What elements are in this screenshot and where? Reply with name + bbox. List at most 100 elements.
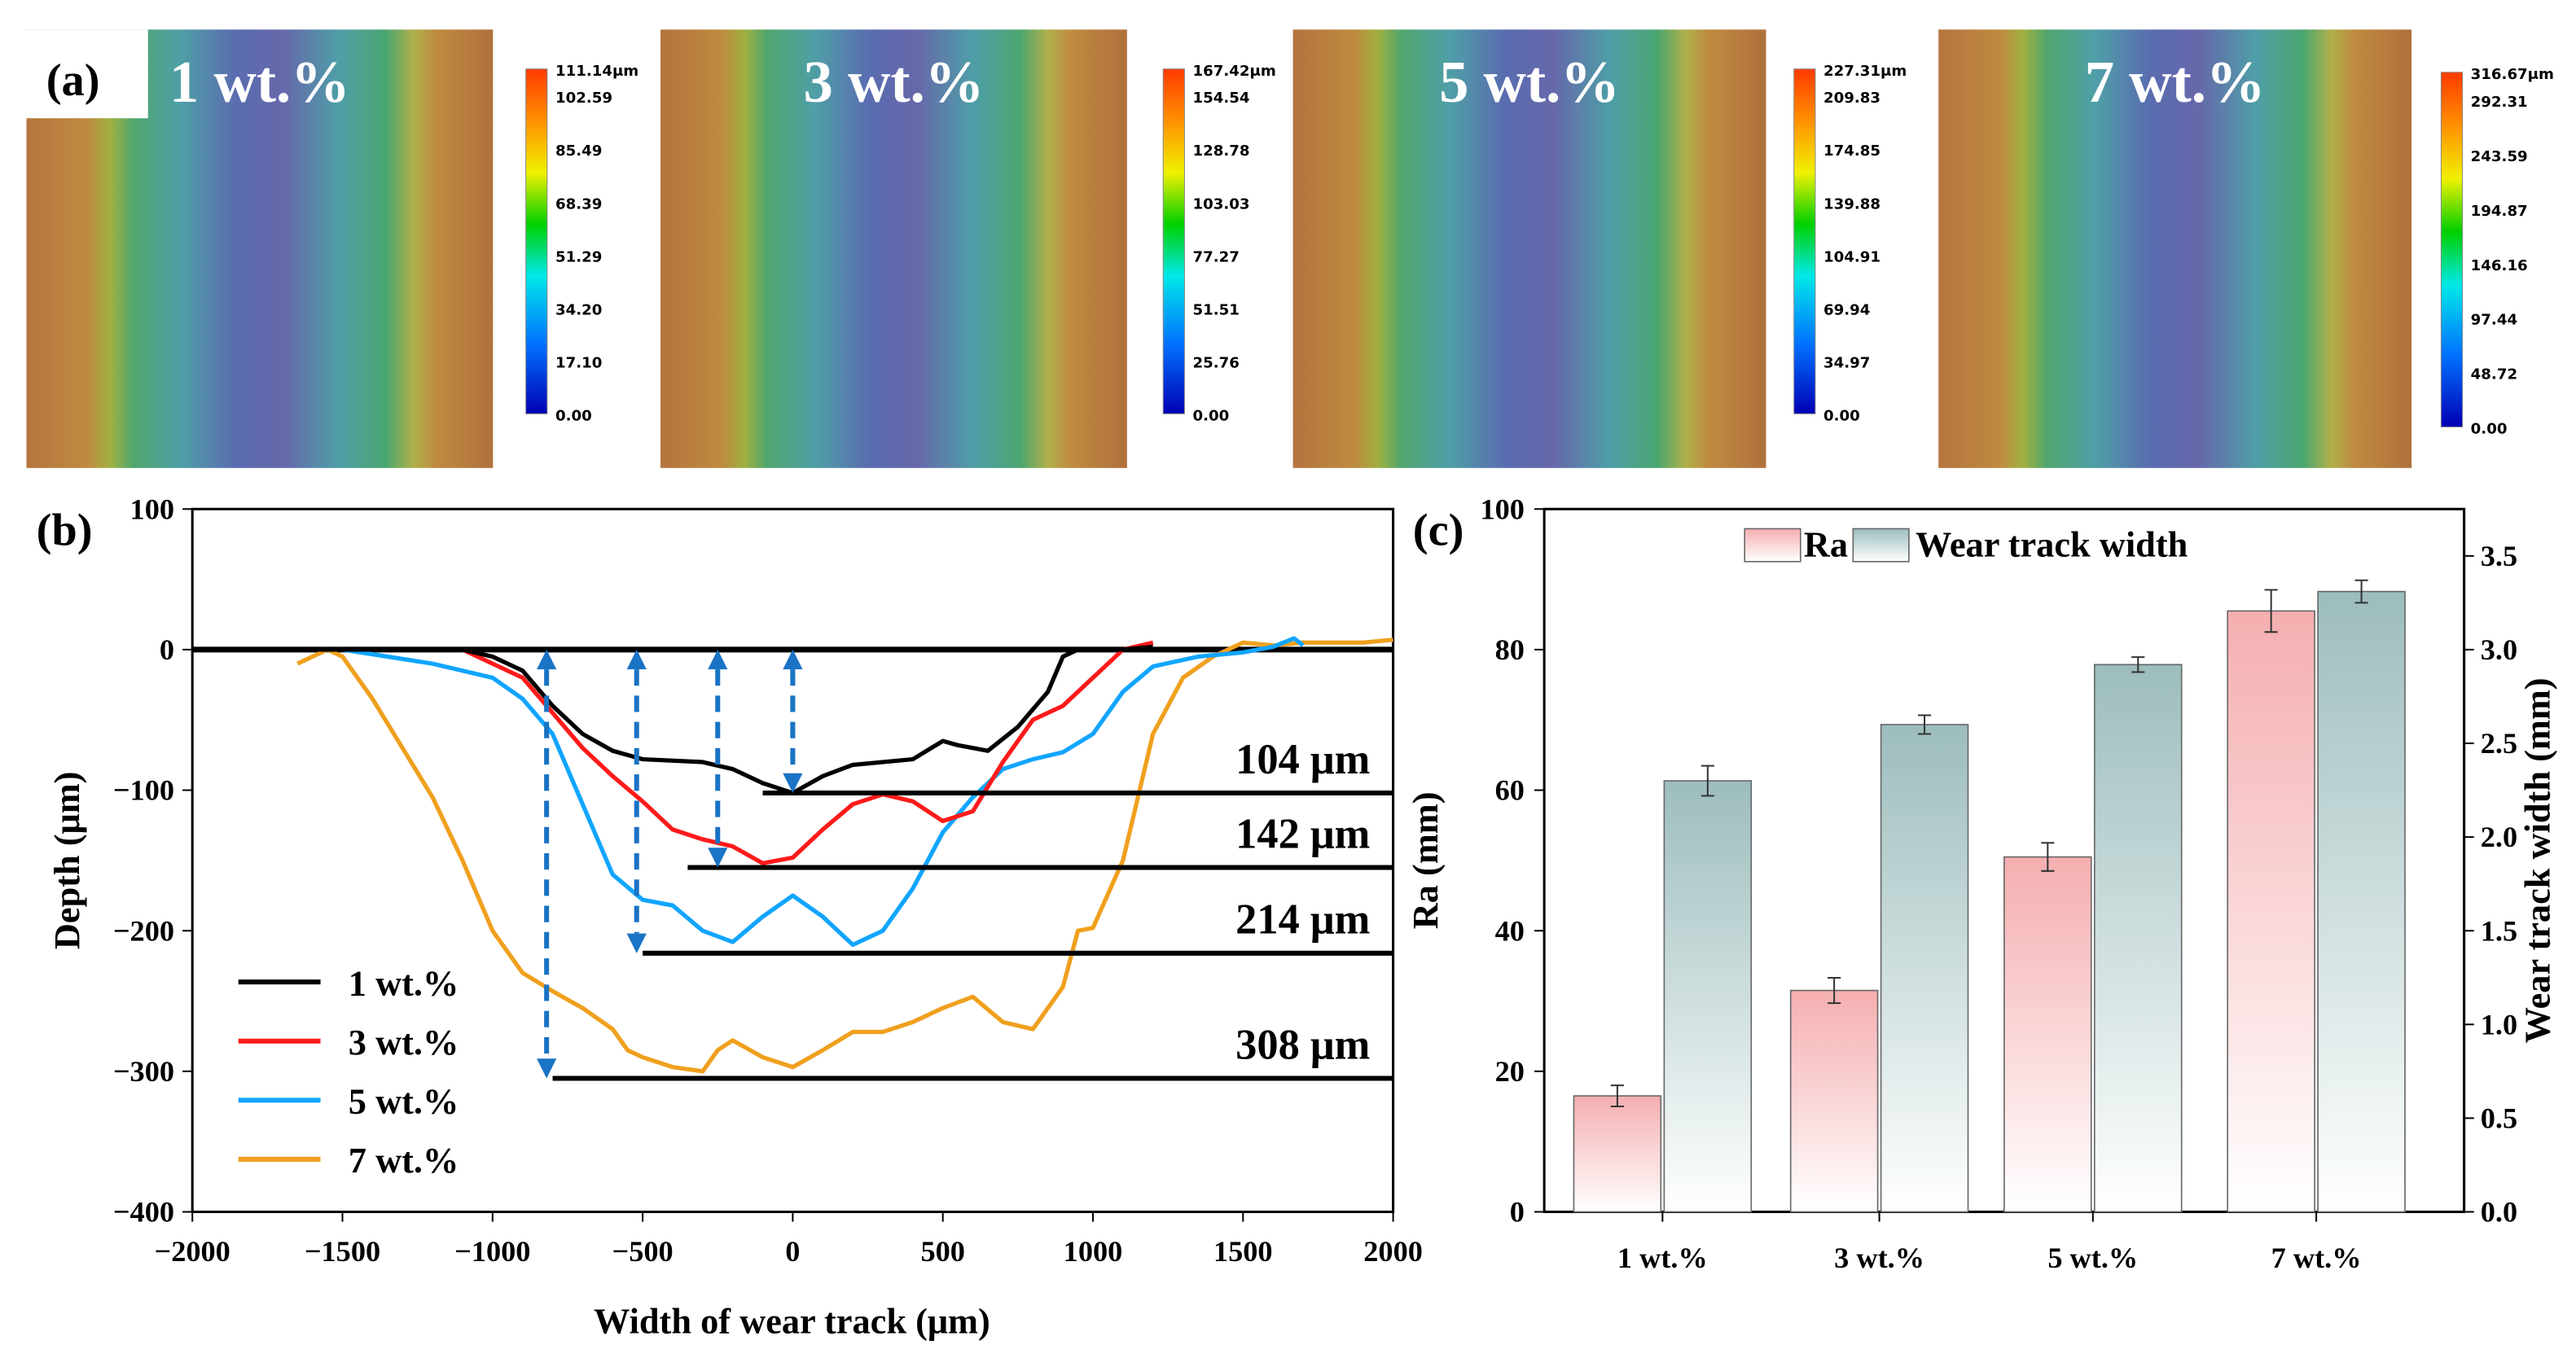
- legend-label: 7 wt.%: [349, 1140, 459, 1181]
- panel-c-bar-chart: 0 20 40 60 80 100 0.0 0.5 1.0 1.5 2.0 2.5 3.0 3.5 Ra (…: [1405, 493, 2557, 1274]
- y-axis-label: Ra (mm): [1405, 791, 1446, 929]
- y-tick-label: 40: [1495, 914, 1525, 947]
- y-tick-label: 60: [1495, 774, 1525, 807]
- colorbar-tick: 51.29: [555, 248, 602, 265]
- y2-tick-label: 0.0: [2481, 1196, 2517, 1229]
- height-map-image: [1292, 29, 1766, 468]
- colorbar-tick: 174.85: [1823, 142, 1880, 160]
- colorbar-tick: 85.49: [555, 142, 602, 160]
- x-tick-label: −1500: [305, 1235, 380, 1268]
- colorbar-tick: 0.00: [2471, 420, 2508, 437]
- error-bar: [2354, 579, 2368, 604]
- bar-wear-width: [1663, 780, 1753, 1213]
- colorbar-tick: 25.76: [1193, 354, 1240, 371]
- x-axis-label: Width of wear track (μm): [594, 1301, 990, 1342]
- y2-tick-label: 2.5: [2481, 727, 2517, 760]
- y-tick-label: 20: [1495, 1055, 1525, 1088]
- x-tick-label: 3 wt.%: [1834, 1242, 1924, 1274]
- x-tick-label: 1 wt.%: [1617, 1242, 1708, 1274]
- x-tick-label: 7 wt.%: [2271, 1242, 2362, 1274]
- y-tick-label: −100: [113, 774, 174, 807]
- x-tick-label: 500: [920, 1235, 964, 1268]
- depth-label: 104 μm: [1235, 736, 1370, 783]
- x-tick-label: −1000: [454, 1235, 530, 1268]
- colorbar-tick: 17.10: [555, 354, 602, 371]
- error-bar: [1828, 977, 1841, 1005]
- y-tick-label: −400: [113, 1196, 174, 1229]
- panel-label-a: (a): [46, 55, 100, 106]
- colorbar-tick: 209.83: [1823, 90, 1880, 107]
- colorbar-tick: 0.00: [555, 407, 592, 424]
- map-label: 7 wt.%: [2085, 49, 2266, 115]
- colorbar-tick: 243.59: [2471, 148, 2528, 165]
- x-tick-label: −2000: [155, 1235, 230, 1268]
- y-tick-label: 0: [1510, 1196, 1525, 1229]
- depth-label: 214 μm: [1235, 896, 1370, 944]
- legend-label-width: Wear track width: [1916, 524, 2188, 565]
- label-background: [26, 29, 148, 119]
- y2-tick-label: 1.5: [2481, 914, 2517, 947]
- bar-ra: [2003, 856, 2092, 1213]
- error-bar: [1610, 1084, 1624, 1108]
- y-tick-label: 100: [1480, 493, 1524, 525]
- map-label: 3 wt.%: [804, 49, 985, 115]
- colorbar-tick: 154.54: [1193, 90, 1250, 107]
- colorbar-tick: 146.16: [2471, 257, 2528, 274]
- colorbar-tick: 139.88: [1823, 195, 1880, 212]
- colorbar-tick: 68.39: [555, 195, 602, 212]
- colorbar-tick: 0.00: [1193, 407, 1230, 424]
- y2-tick-label: 1.0: [2481, 1008, 2517, 1040]
- colorbar-tick: 194.87: [2471, 203, 2528, 220]
- legend-label-ra: Ra: [1804, 524, 1848, 565]
- colorbar-tick: 102.59: [555, 90, 612, 107]
- series-line-5wt: [342, 636, 1305, 948]
- x-tick-label: 1000: [1064, 1235, 1123, 1268]
- series-line-1wt: [192, 644, 1153, 795]
- y-axis-label: Depth (μm): [46, 772, 87, 950]
- error-bar: [2041, 842, 2055, 872]
- panel-a-height-maps: 1 wt.% 111.14μm 102.59 85.49 68.39 51.29 34.20…: [26, 29, 2554, 468]
- bar-wear-width: [1880, 724, 1969, 1213]
- bar-ra: [2227, 610, 2315, 1213]
- colorbar-tick: 77.27: [1193, 248, 1240, 265]
- legend-label: 5 wt.%: [349, 1080, 459, 1121]
- colorbar: [2440, 72, 2464, 427]
- panel-label-c: (c): [1413, 506, 1464, 556]
- legend-swatch-width: [1852, 528, 1910, 563]
- y2-tick-label: 2.0: [2481, 821, 2517, 853]
- y-tick-label: 100: [130, 493, 174, 525]
- height-map-image: [1938, 29, 2412, 468]
- x-tick-label: −500: [612, 1235, 674, 1268]
- y-tick-label: 80: [1495, 633, 1525, 666]
- x-tick-label: 0: [785, 1235, 800, 1268]
- colorbar-tick: 103.03: [1193, 195, 1250, 212]
- colorbar-tick: 34.97: [1823, 354, 1870, 371]
- panel-label-b: (b): [37, 506, 93, 556]
- colorbar-tick: 292.31: [2471, 94, 2528, 111]
- y-tick-label: −200: [113, 914, 174, 947]
- panel-b-depth-profiles: −2000 −1500 −1000 −500 0 500 1000 1500 20001000−…: [46, 493, 1423, 1341]
- colorbar: [1793, 68, 1816, 414]
- legend-swatch-ra: [1744, 528, 1801, 563]
- colorbar-tick: 34.20: [555, 301, 602, 318]
- series-line-7wt: [296, 637, 1393, 1074]
- error-bar: [2264, 589, 2278, 633]
- colorbar-tick: 111.14μm: [555, 63, 639, 80]
- error-bar: [2131, 656, 2145, 673]
- legend-label: 3 wt.%: [349, 1022, 459, 1062]
- x-tick-label: 5 wt.%: [2047, 1242, 2138, 1274]
- colorbar-tick: 0.00: [1823, 407, 1860, 424]
- bar-wear-width: [2094, 664, 2183, 1213]
- map-label: 1 wt.%: [169, 49, 350, 115]
- y2-tick-label: 3.5: [2481, 540, 2517, 572]
- colorbar-tick: 104.91: [1823, 248, 1880, 265]
- colorbar-tick: 97.44: [2471, 312, 2517, 329]
- y2-axis-label: Wear track width (mm): [2517, 677, 2558, 1043]
- colorbar-tick: 167.42μm: [1193, 63, 1276, 80]
- y-tick-label: 0: [160, 633, 174, 666]
- bar-ra: [1573, 1095, 1662, 1213]
- depth-label: 308 μm: [1235, 1021, 1370, 1068]
- error-bar: [1917, 714, 1932, 735]
- colorbar-tick: 128.78: [1193, 142, 1250, 160]
- colorbar-tick: 316.67μm: [2471, 66, 2554, 83]
